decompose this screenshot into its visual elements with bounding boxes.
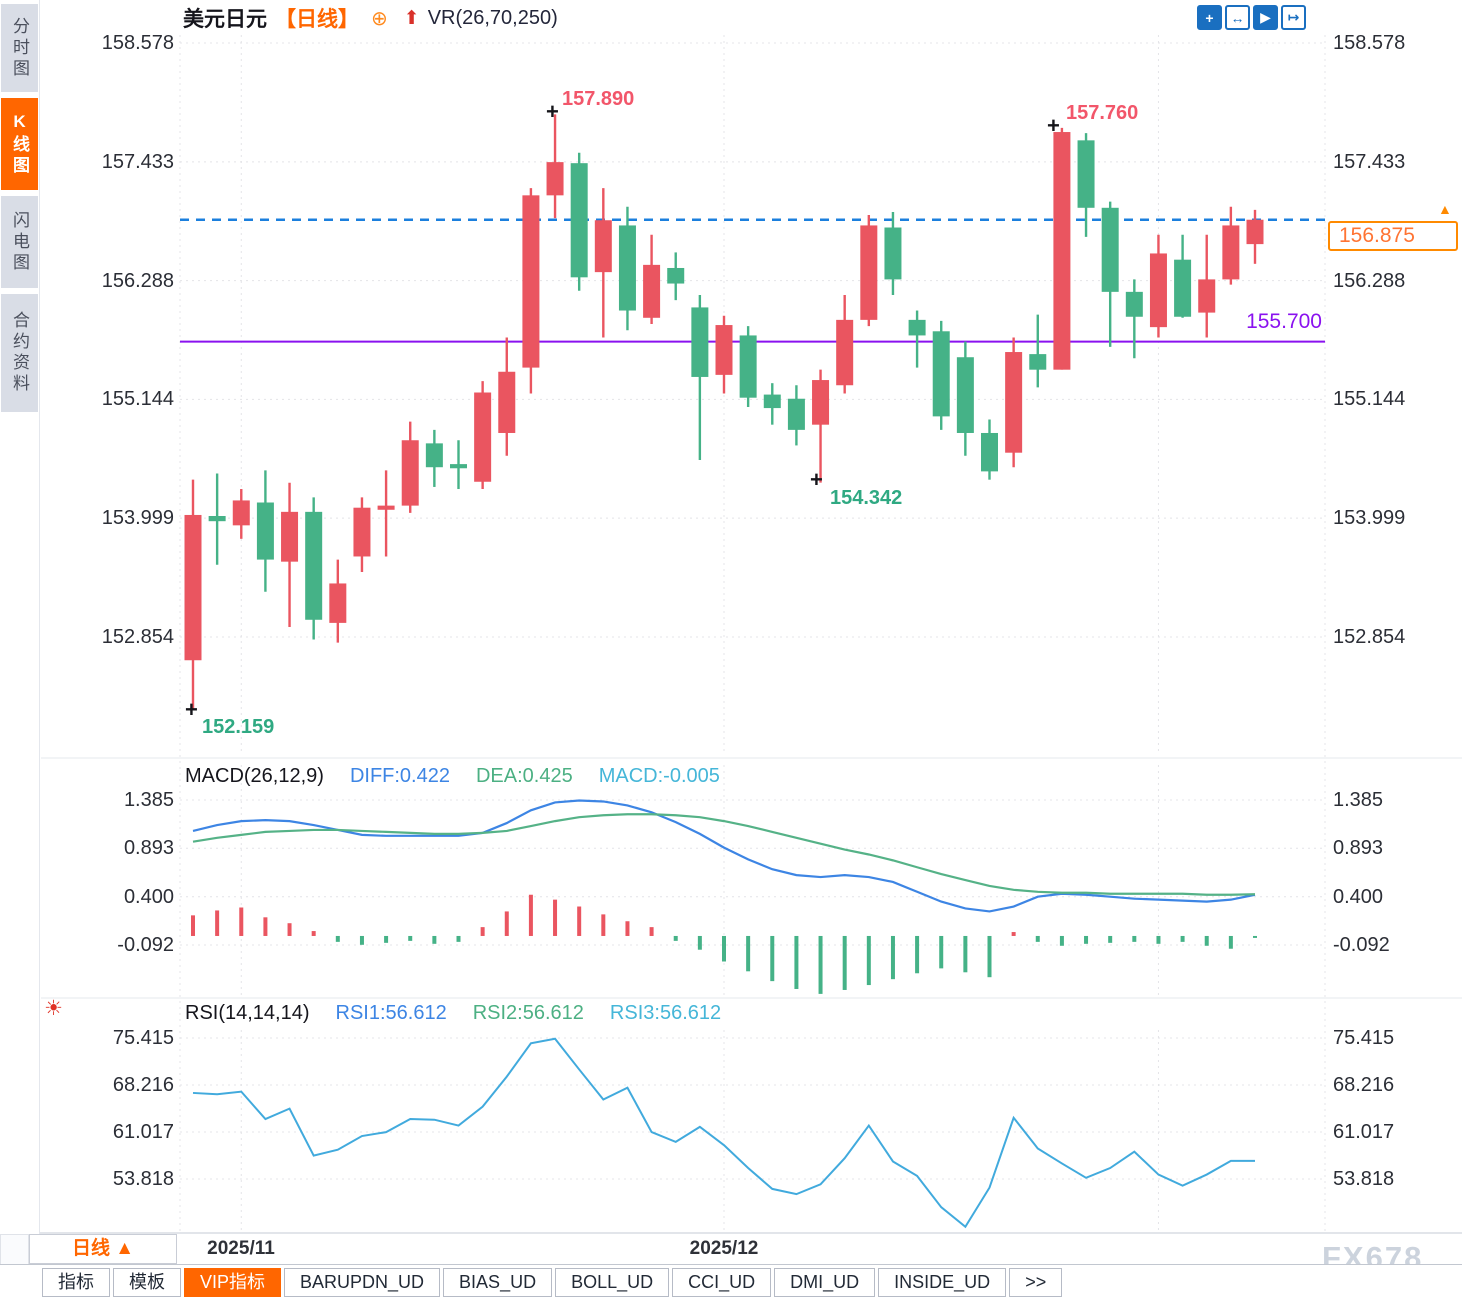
y-axis-label: 0.893 bbox=[1333, 837, 1384, 860]
indicator-tab-bar: 指标 模板 VIP指标 BARUPDN_UD BIAS_UD BOLL_UD CCI_UD D… bbox=[0, 1264, 1462, 1300]
period-tag[interactable]: 【日线】 bbox=[275, 8, 359, 31]
y-axis-label: 53.818 bbox=[1333, 1168, 1395, 1190]
sidebar-item-time-chart[interactable]: 分时图 bbox=[1, 4, 38, 92]
symbol-title: 美元日元 bbox=[183, 8, 267, 31]
auto-scroll-icon[interactable]: ▶ bbox=[1253, 5, 1278, 30]
x-axis-label-dec: 2025/12 bbox=[689, 1238, 759, 1259]
high-marker-icon: + bbox=[546, 99, 559, 124]
overlay-indicator-label: VR(26,70,250) bbox=[427, 6, 558, 29]
y-axis-label: 61.017 bbox=[112, 1121, 174, 1143]
y-axis-label: 61.017 bbox=[1333, 1121, 1395, 1143]
y-axis-label: 158.578 bbox=[101, 32, 174, 54]
y-axis-label: 155.144 bbox=[1333, 388, 1406, 411]
y-axis-label: 157.433 bbox=[101, 150, 174, 173]
y-axis-label: 0.400 bbox=[1333, 885, 1384, 908]
bottom-tab-8[interactable]: INSIDE_UD bbox=[878, 1268, 1007, 1297]
axis-scale-icon[interactable]: ↔ bbox=[1225, 5, 1250, 30]
y-axis-label: 158.578 bbox=[1333, 32, 1406, 54]
sidebar-item-flash-chart[interactable]: 闪电图 bbox=[1, 196, 38, 288]
bottom-tab-9[interactable]: >> bbox=[1009, 1268, 1063, 1297]
y-axis-label: 68.216 bbox=[1333, 1074, 1395, 1096]
y-axis-label: 75.415 bbox=[112, 1027, 174, 1049]
y-axis-label: 1.385 bbox=[1333, 789, 1384, 811]
y-axis-label: 153.999 bbox=[1333, 507, 1406, 530]
rsi-header: RSI(14,14,14) RSI1:56.612 RSI2:56.612 RS… bbox=[185, 1002, 721, 1025]
go-to-end-icon[interactable]: ↦ bbox=[1281, 5, 1306, 30]
macd-macd-value: MACD:-0.005 bbox=[598, 765, 720, 787]
y-axis-label: 152.854 bbox=[1333, 626, 1406, 648]
bottom-tab-6[interactable]: CCI_UD bbox=[672, 1268, 772, 1297]
y-axis-label: 153.999 bbox=[101, 507, 174, 530]
support-level-label: 155.700 bbox=[1246, 310, 1322, 333]
bottom-tab-1[interactable]: 模板 bbox=[113, 1268, 181, 1297]
annotation-high-157760: 157.760 bbox=[1066, 102, 1139, 124]
y-axis-label: 0.893 bbox=[123, 837, 174, 860]
rsi3-value: RSI3:56.612 bbox=[609, 1002, 722, 1024]
rsi1-value: RSI1:56.612 bbox=[335, 1002, 447, 1024]
crosshair-icon[interactable]: + bbox=[1197, 5, 1222, 30]
timeframe-arrow-icon: ▲ bbox=[115, 1238, 135, 1259]
y-axis-label: 68.216 bbox=[112, 1074, 174, 1096]
x-axis-label-nov: 2025/11 bbox=[207, 1238, 275, 1259]
macd-dea-value: DEA:0.425 bbox=[475, 765, 573, 787]
bottom-tab-3[interactable]: BARUPDN_UD bbox=[284, 1268, 441, 1297]
chart-header: 美元日元 【日线】 ⊕ ⬆ VR(26,70,250) bbox=[183, 4, 558, 32]
bottom-tab-4[interactable]: BIAS_UD bbox=[443, 1268, 553, 1297]
y-axis-label: 1.385 bbox=[123, 789, 174, 811]
macd-header: MACD(26,12,9) DIFF:0.422 DEA:0.425 MACD:… bbox=[185, 765, 720, 788]
y-axis-label: 53.818 bbox=[112, 1168, 174, 1190]
macd-diff-value: DIFF:0.422 bbox=[349, 765, 450, 787]
timeframe-label: 日线 bbox=[71, 1238, 110, 1259]
bottom-tab-7[interactable]: DMI_UD bbox=[774, 1268, 876, 1297]
timeframe-selector[interactable]: 日线 ▲ bbox=[29, 1234, 177, 1264]
price-up-triangle-icon: ▲ bbox=[1438, 201, 1452, 217]
y-axis-label: 156.288 bbox=[1333, 269, 1406, 292]
y-axis-label: -0.092 bbox=[117, 934, 174, 956]
y-axis-label: 152.854 bbox=[101, 626, 174, 648]
add-indicator-icon[interactable]: ⊕ bbox=[371, 7, 388, 30]
bottom-tab-2[interactable]: VIP指标 bbox=[184, 1268, 282, 1297]
rsi2-value: RSI2:56.612 bbox=[472, 1002, 584, 1024]
y-axis-label: 156.288 bbox=[101, 269, 174, 292]
y-axis-label: 157.433 bbox=[1333, 150, 1406, 173]
low-marker-icon: + bbox=[810, 467, 823, 492]
sidebar: 分时图 K线图 闪电图 合约资料 bbox=[0, 0, 40, 1300]
low-marker-icon: + bbox=[185, 697, 198, 722]
up-arrow-icon: ⬆ bbox=[403, 7, 420, 29]
y-axis-label: 0.400 bbox=[123, 885, 174, 908]
bottom-tab-5[interactable]: BOLL_UD bbox=[555, 1268, 670, 1297]
annotation-low-152159: 152.159 bbox=[202, 716, 275, 738]
high-marker-icon: + bbox=[1047, 113, 1060, 138]
annotation-high-157890: 157.890 bbox=[562, 88, 635, 110]
sidebar-item-kline-chart[interactable]: K线图 bbox=[1, 98, 38, 190]
y-axis-label: 75.415 bbox=[1333, 1027, 1395, 1049]
macd-title: MACD(26,12,9) bbox=[185, 765, 324, 787]
sun-settings-icon[interactable]: ☀ bbox=[44, 997, 63, 1020]
rsi-title: RSI(14,14,14) bbox=[185, 1002, 310, 1024]
y-axis-label: 155.144 bbox=[101, 388, 174, 411]
sidebar-item-contract-info[interactable]: 合约资料 bbox=[1, 294, 38, 412]
bottom-tab-0[interactable]: 指标 bbox=[42, 1268, 110, 1297]
annotation-low-154342: 154.342 bbox=[830, 487, 903, 509]
current-price-tag: 156.875 bbox=[1328, 221, 1458, 251]
y-axis-label: -0.092 bbox=[1333, 934, 1390, 956]
